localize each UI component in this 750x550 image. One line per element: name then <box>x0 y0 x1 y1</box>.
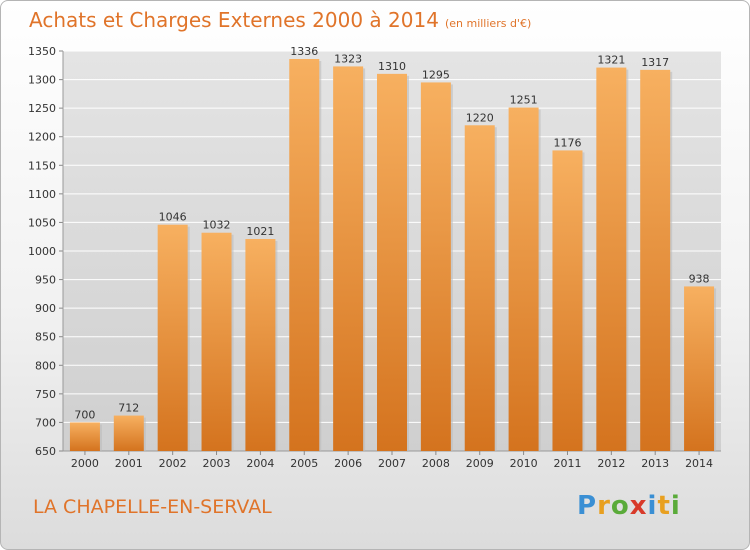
town-name: LA CHAPELLE-EN-SERVAL <box>33 496 272 518</box>
bar-value-label: 1176 <box>553 136 581 149</box>
x-tick-label: 2014 <box>685 457 713 470</box>
chart-title: Achats et Charges Externes 2000 à 2014 (e… <box>29 8 531 32</box>
bar <box>596 67 627 452</box>
x-tick-label: 2012 <box>597 457 625 470</box>
bar-value-label: 1251 <box>510 94 538 107</box>
bar <box>640 69 671 451</box>
logo-letter: i <box>670 491 681 521</box>
bar <box>333 66 364 451</box>
logo-letter: r <box>597 491 611 521</box>
bar-value-label: 712 <box>118 402 139 415</box>
bar <box>420 82 451 451</box>
bar <box>69 422 100 451</box>
x-tick-label: 2007 <box>378 457 406 470</box>
x-tick-label: 2009 <box>466 457 494 470</box>
y-tick-label: 850 <box>35 331 56 344</box>
y-tick-label: 1350 <box>28 45 56 58</box>
bar <box>377 73 407 451</box>
bar <box>684 286 715 451</box>
y-tick-label: 1200 <box>28 131 56 144</box>
bar-value-label: 1317 <box>641 56 669 69</box>
bar-value-label: 1336 <box>290 45 318 58</box>
bar <box>464 125 495 452</box>
y-tick-label: 750 <box>35 388 56 401</box>
bar-value-label: 1310 <box>378 60 406 73</box>
bar <box>289 59 320 451</box>
bar-value-label: 1021 <box>246 225 274 238</box>
bar <box>552 150 583 451</box>
bar-value-label: 1295 <box>422 68 450 81</box>
logo-letter: i <box>647 491 658 521</box>
x-tick-label: 2010 <box>510 457 538 470</box>
x-tick-label: 2001 <box>115 457 143 470</box>
y-tick-label: 950 <box>35 274 56 287</box>
y-tick-label: 900 <box>35 302 56 315</box>
y-tick-label: 1000 <box>28 245 56 258</box>
y-tick-label: 1100 <box>28 188 56 201</box>
x-tick-label: 2011 <box>553 457 581 470</box>
bar-value-label: 1220 <box>466 111 494 124</box>
chart-subtitle: (en milliers d'€) <box>444 17 532 30</box>
logo-letter: o <box>610 491 630 521</box>
bar-value-label: 938 <box>689 272 710 285</box>
x-tick-label: 2006 <box>334 457 362 470</box>
bar <box>201 232 232 451</box>
x-tick-label: 2008 <box>422 457 450 470</box>
y-tick-label: 650 <box>35 445 56 458</box>
bar <box>245 239 276 451</box>
bar-value-label: 1032 <box>203 219 231 232</box>
x-tick-label: 2002 <box>159 457 187 470</box>
bar-value-label: 1046 <box>159 211 187 224</box>
y-tick-label: 1300 <box>28 74 56 87</box>
y-tick-label: 1150 <box>28 159 56 172</box>
bar <box>508 107 539 452</box>
logo-letter: x <box>629 491 648 521</box>
bar-value-label: 700 <box>74 408 95 421</box>
logo-letter: P <box>577 491 598 521</box>
bar <box>157 224 188 451</box>
y-tick-label: 1250 <box>28 102 56 115</box>
bar <box>113 415 144 451</box>
y-tick-label: 1050 <box>28 216 56 229</box>
bar-value-label: 1321 <box>597 54 625 67</box>
x-tick-label: 2000 <box>71 457 99 470</box>
x-tick-label: 2005 <box>290 457 318 470</box>
logo-letter: t <box>657 491 671 521</box>
x-tick-label: 2004 <box>246 457 274 470</box>
bar-value-label: 1323 <box>334 52 362 65</box>
chart-title-text: Achats et Charges Externes 2000 à 2014 <box>29 8 439 32</box>
x-tick-label: 2013 <box>641 457 669 470</box>
y-tick-label: 700 <box>35 416 56 429</box>
proxiti-logo[interactable]: Proxiti <box>577 491 681 521</box>
y-tick-label: 800 <box>35 359 56 372</box>
x-tick-label: 2003 <box>203 457 231 470</box>
